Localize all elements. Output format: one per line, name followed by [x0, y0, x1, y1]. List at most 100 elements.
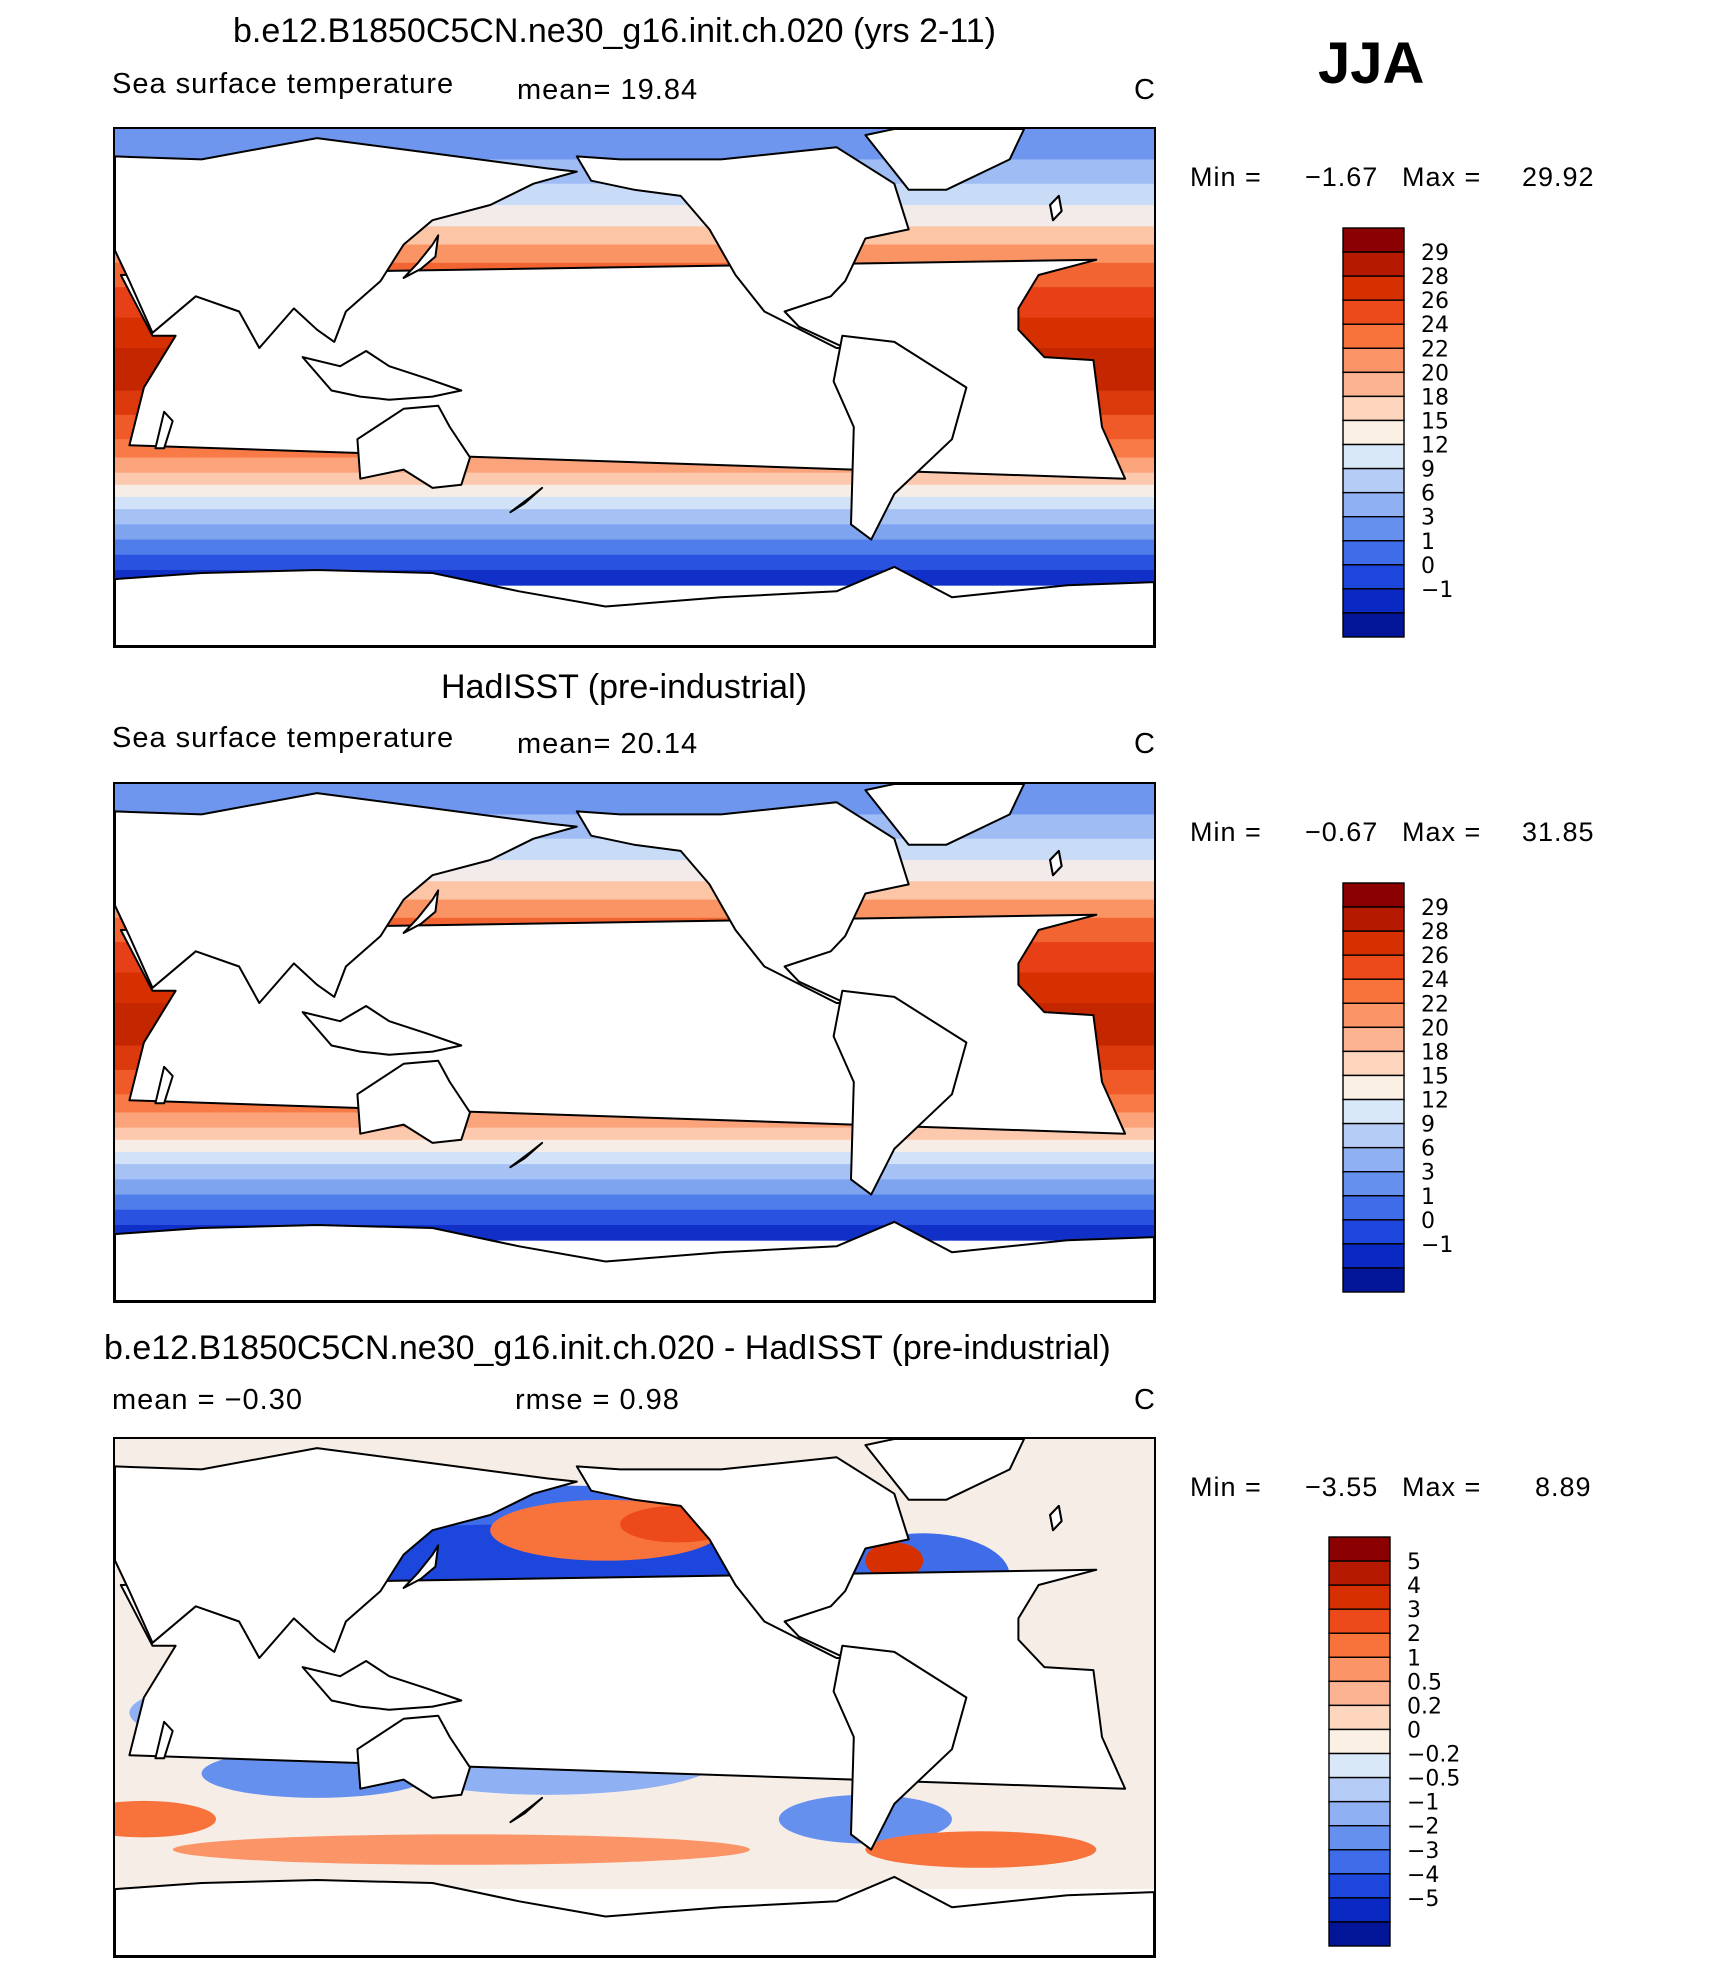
colorbar-tick-label: 15	[1421, 409, 1449, 434]
colorbar-swatch	[1342, 1002, 1405, 1029]
min-label: Min =	[1190, 162, 1262, 192]
colorbar-swatch	[1342, 1098, 1405, 1125]
colorbar-swatch	[1342, 467, 1405, 494]
continent-nz	[509, 1141, 544, 1169]
colorbar-tick-label: 26	[1421, 944, 1449, 969]
continent-nz	[509, 1796, 544, 1824]
colorbar-swatch	[1342, 323, 1405, 349]
sst-band	[115, 1194, 1154, 1211]
sst-band	[115, 484, 1154, 498]
colorbar-swatch	[1342, 395, 1405, 422]
units-label: C	[1134, 74, 1156, 106]
colorbar-swatch	[1342, 978, 1405, 1004]
colorbar-tick-label: 1	[1421, 530, 1435, 555]
colorbar-swatch	[1342, 882, 1405, 908]
continent-australia	[356, 404, 471, 489]
colorbar-tick-label: 5	[1407, 1550, 1421, 1575]
mean-label: mean = −0.30	[112, 1384, 303, 1416]
colorbar-tick-label: 0.2	[1407, 1694, 1442, 1719]
colorbar-tick-label: 3	[1421, 1161, 1435, 1186]
max-label: Max =	[1402, 162, 1482, 192]
continent-greenland	[864, 1439, 1026, 1501]
colorbar-swatch	[1328, 1608, 1391, 1634]
colorbar-swatch	[1342, 930, 1405, 956]
colorbar-swatch	[1342, 1050, 1405, 1077]
continent-uk2	[1049, 194, 1063, 222]
colorbar-swatch	[1342, 954, 1405, 980]
colorbar-tick-label: 26	[1421, 289, 1449, 314]
colorbar-tick-label: 24	[1421, 313, 1449, 338]
min-value: −0.67	[1305, 817, 1379, 847]
sst-difference-map	[115, 1439, 1154, 1956]
continent-samerica	[832, 989, 968, 1196]
continent-japan	[402, 889, 440, 934]
sst-map	[115, 784, 1154, 1301]
colorbar-tick-label: 28	[1421, 265, 1449, 290]
colorbar-swatch	[1328, 1921, 1391, 1947]
colorbar-swatch	[1328, 1776, 1391, 1803]
min-label: Min =	[1190, 817, 1262, 847]
colorbar-swatch	[1342, 491, 1405, 518]
continent-australia	[356, 1059, 471, 1144]
colorbar-swatch	[1328, 1849, 1391, 1875]
colorbar-tick-label: 20	[1421, 361, 1449, 386]
colorbar-tick-label: 29	[1421, 241, 1449, 266]
rmse-label: rmse = 0.98	[515, 1384, 680, 1416]
min-value: −1.67	[1305, 162, 1379, 192]
colorbar-swatch	[1342, 1219, 1405, 1245]
colorbar-swatch	[1342, 516, 1405, 542]
colorbar-swatch	[1342, 1026, 1405, 1053]
max-value: 8.89	[1535, 1472, 1592, 1502]
colorbar-tick-label: 3	[1421, 506, 1435, 531]
colorbar-swatch	[1342, 540, 1405, 566]
colorbar-swatch	[1342, 419, 1405, 446]
sst-band	[115, 1151, 1154, 1165]
colorbar-swatch	[1328, 1536, 1391, 1562]
colorbar-tick-label: −5	[1407, 1887, 1439, 1912]
colorbar-swatch	[1328, 1632, 1391, 1658]
continent-greenland	[864, 784, 1026, 846]
units-label: C	[1134, 728, 1156, 760]
colorbar-swatch	[1342, 347, 1405, 374]
continent-madagascar	[154, 1720, 174, 1760]
colorbar-tick-label: −1	[1407, 1791, 1439, 1816]
colorbar-tick-label: 4	[1407, 1574, 1421, 1599]
continent-namerica	[575, 146, 910, 349]
continent-australia	[356, 1714, 471, 1799]
colorbar-swatch	[1342, 1267, 1405, 1293]
colorbar-tick-label: −0.5	[1407, 1767, 1460, 1792]
sst-band	[115, 1179, 1154, 1196]
sst-band	[115, 539, 1154, 556]
colorbar-swatch	[1328, 1560, 1391, 1586]
panel-title: b.e12.B1850C5CN.ne30_g16.init.ch.020 - H…	[104, 1329, 1111, 1367]
mean-label: mean= 20.14	[517, 728, 699, 760]
variable-label: Sea surface temperature	[112, 722, 455, 754]
colorbar-swatch	[1328, 1728, 1391, 1755]
sst-band	[115, 554, 1154, 571]
sst-band	[115, 1139, 1154, 1153]
colorbar-tick-label: 9	[1421, 458, 1435, 483]
continent-indonesia	[301, 350, 463, 401]
continent-greenland	[864, 129, 1026, 191]
colorbar-tick-label: 12	[1421, 1089, 1449, 1114]
colorbar-tick-label: 15	[1421, 1064, 1449, 1089]
colorbar-tick-label: −2	[1407, 1815, 1439, 1840]
colorbar-swatch	[1342, 227, 1405, 253]
colorbar-swatch	[1342, 1195, 1405, 1221]
colorbar-swatch	[1342, 906, 1405, 932]
colorbar-tick-label: 0	[1421, 1209, 1435, 1234]
continent-madagascar	[154, 410, 174, 450]
season-label: JJA	[1318, 31, 1425, 96]
max-label: Max =	[1402, 817, 1482, 847]
colorbar-tick-label: −1	[1421, 1233, 1453, 1258]
sst-band	[115, 524, 1154, 541]
units-label: C	[1134, 1384, 1156, 1416]
min-value: −3.55	[1305, 1472, 1379, 1502]
continent-eurasia	[115, 137, 578, 349]
max-label: Max =	[1402, 1472, 1482, 1502]
continent-japan	[402, 1544, 440, 1589]
colorbar-swatch	[1342, 371, 1405, 398]
colorbar-swatch	[1342, 275, 1405, 301]
colorbar-swatch	[1342, 1243, 1405, 1269]
